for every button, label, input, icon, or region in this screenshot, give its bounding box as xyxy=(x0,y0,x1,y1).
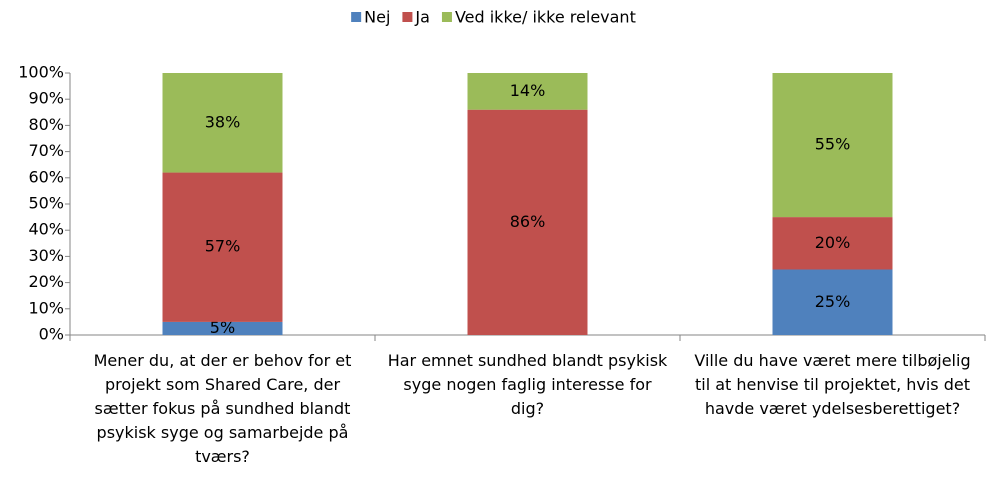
y-tick-label: 40% xyxy=(28,220,64,239)
bar-segment xyxy=(162,321,283,335)
y-tick-label: 80% xyxy=(28,115,64,134)
y-tick-label: 100% xyxy=(18,63,64,82)
bar-segment xyxy=(467,109,588,336)
y-tick-label: 50% xyxy=(28,194,64,213)
bar-segment xyxy=(772,73,893,218)
data-label: 5% xyxy=(210,318,235,337)
legend-label: Ved ikke/ ikke relevant xyxy=(455,8,636,27)
bar-segment xyxy=(162,172,283,322)
legend-label: Ja xyxy=(414,8,430,27)
legend-swatch xyxy=(441,12,452,22)
bar-segment xyxy=(162,73,283,173)
y-tick-label: 20% xyxy=(28,272,64,291)
legend-swatch xyxy=(351,12,362,22)
data-label: 25% xyxy=(815,292,851,311)
data-label: 20% xyxy=(815,233,851,252)
bar-segment xyxy=(772,269,893,335)
y-tick-label: 70% xyxy=(28,141,64,160)
bar-segment xyxy=(772,217,893,270)
x-tick-label: Ville du have været mere tilbøjelig til a… xyxy=(694,351,970,418)
data-label: 14% xyxy=(510,81,546,100)
data-label: 86% xyxy=(510,212,546,231)
x-tick-label: Mener du, at der er behov for et projekt … xyxy=(94,351,352,466)
legend-label: Nej xyxy=(364,8,390,27)
y-tick-label: 60% xyxy=(28,167,64,186)
data-label: 55% xyxy=(815,135,851,154)
y-tick-label: 30% xyxy=(28,246,64,265)
y-tick-label: 0% xyxy=(39,325,64,344)
x-tick-label: Har emnet sundhed blandt psykisk syge nog… xyxy=(388,351,668,418)
y-tick-label: 90% xyxy=(28,89,64,108)
data-label: 38% xyxy=(205,112,241,131)
y-tick-label: 10% xyxy=(28,298,64,317)
bar-segment xyxy=(467,73,588,110)
data-label: 57% xyxy=(205,237,241,256)
legend: Nej Ja Ved ikke/ ikke relevant xyxy=(351,8,636,27)
legend-swatch xyxy=(402,12,413,22)
